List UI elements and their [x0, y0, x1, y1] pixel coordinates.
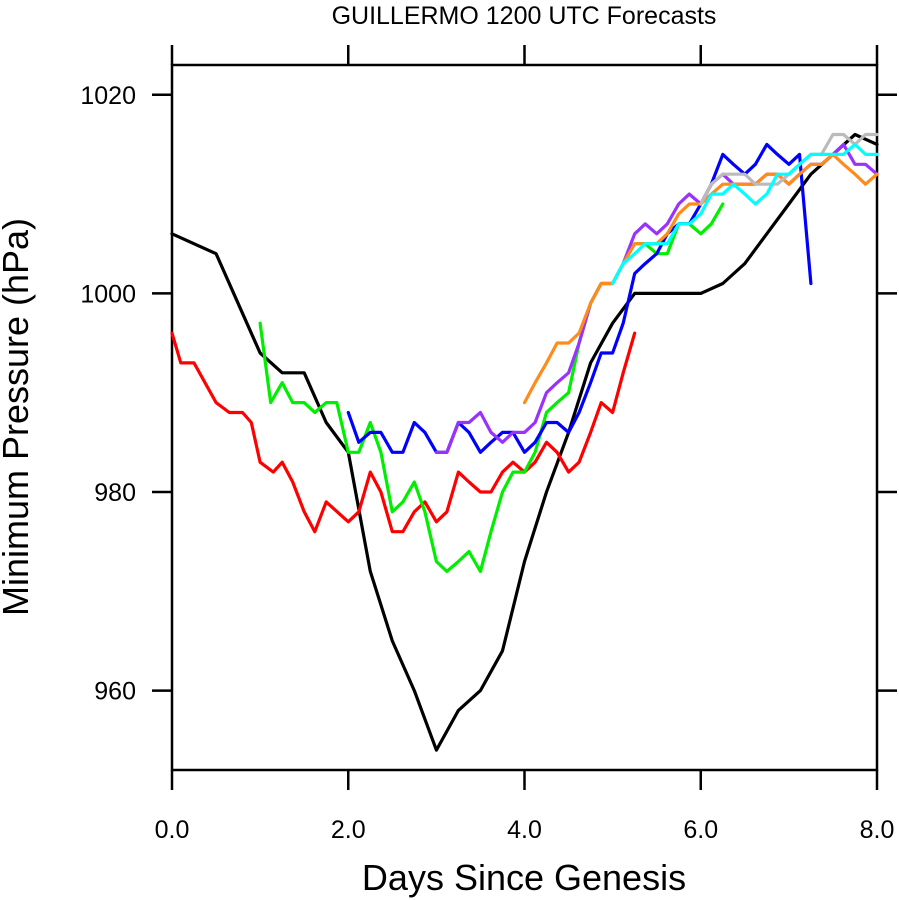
x-tick-label: 8.0: [860, 816, 895, 844]
x-tick-label: 0.0: [155, 816, 190, 844]
series-line-5: [434, 142, 879, 454]
x-tick-label: 6.0: [683, 816, 718, 844]
y-tick-label: 1020: [80, 82, 136, 110]
series-line-8: [610, 142, 879, 286]
y-tick-labels: 960 980 1000 1020: [80, 82, 136, 706]
x-axis-label: Days Since Genesis: [362, 857, 686, 898]
x-tick-label: 4.0: [507, 816, 542, 844]
y-axis-label: Minimum Pressure (hPa): [0, 218, 36, 616]
series-line-3: [258, 202, 725, 574]
y-tick-label: 980: [94, 479, 136, 507]
axis-ticks: [152, 45, 897, 790]
x-tick-labels: 0.0 2.0 4.0 6.0 8.0: [155, 816, 895, 844]
series-line-1: [170, 132, 879, 752]
chart-title: GUILLERMO 1200 UTC Forecasts: [332, 2, 717, 30]
series-line-2: [170, 331, 637, 534]
plot-frame: [170, 63, 879, 772]
y-tick-label: 1000: [80, 280, 136, 308]
series-line-6: [522, 152, 879, 405]
series-line-4: [346, 142, 813, 454]
y-tick-label: 960: [94, 678, 136, 706]
series-lines: [170, 132, 879, 752]
x-tick-label: 2.0: [331, 816, 366, 844]
